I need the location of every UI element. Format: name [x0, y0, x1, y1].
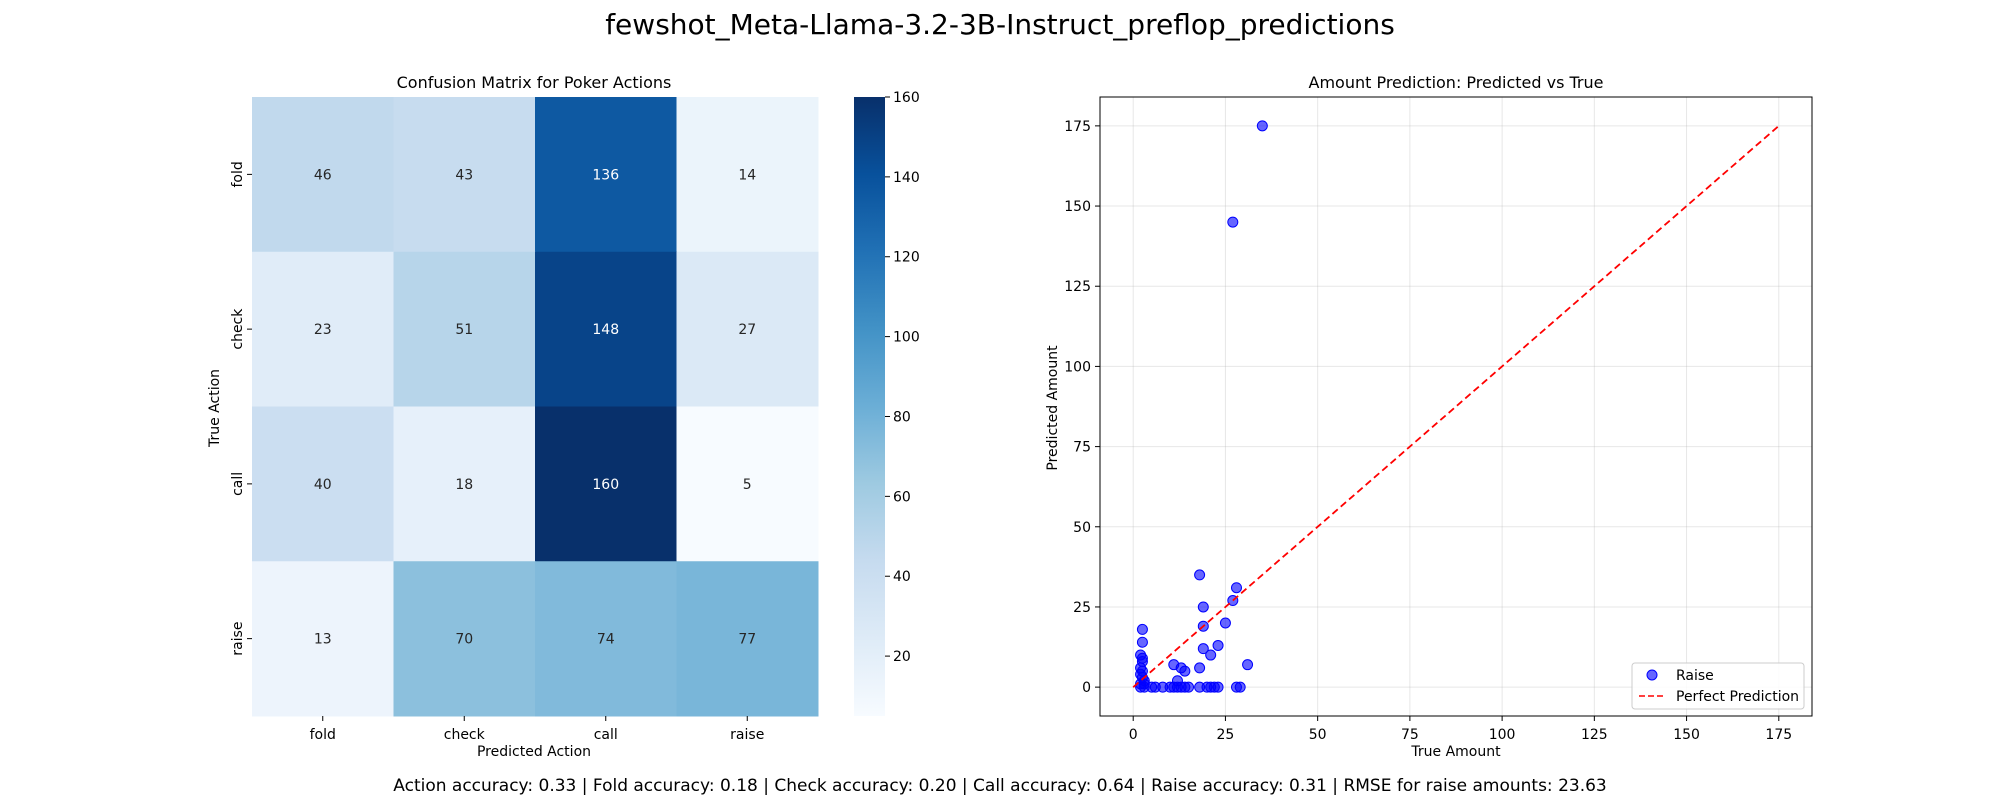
legend-raise-marker [1646, 669, 1658, 681]
scatter-point [1136, 623, 1148, 635]
scatter-point [1234, 681, 1246, 693]
heatmap-cell-value: 13 [314, 632, 332, 648]
heatmap-cell [535, 251, 677, 407]
legend-raise-label: Raise [1676, 668, 1714, 684]
heatmap-cell [676, 406, 819, 562]
scatter-ytick-label: 175 [1064, 119, 1091, 135]
heatmap-cell [676, 561, 819, 717]
scatter-legend: Raise Perfect Prediction [1631, 662, 1805, 710]
legend-perfect-label: Perfect Prediction [1676, 689, 1799, 705]
heatmap-cell-value: 43 [455, 167, 473, 183]
heatmap-cell [393, 97, 536, 253]
scatter-xtick-label: 150 [1673, 727, 1700, 743]
heatmap-cell [535, 406, 677, 562]
heatmap-cell-value: 23 [314, 322, 332, 338]
scatter-point [1230, 582, 1242, 594]
scatter-xtick-label: 125 [1581, 727, 1608, 743]
scatter-ytick-label: 0 [1082, 680, 1091, 696]
scatter-ytick-label: 125 [1064, 279, 1091, 295]
scatter-plot-frame [1099, 96, 1813, 717]
scatter-point [1136, 636, 1148, 648]
heatmap-xtick-label: fold [310, 727, 336, 743]
colorbar-tick-label: 100 [893, 330, 920, 346]
heatmap-cell [393, 561, 536, 717]
heatmap-cell [393, 406, 536, 562]
amount-scatter-chart: Amount Prediction: Predicted vs True 0 25… [1045, 73, 1813, 760]
heatmap-title: Confusion Matrix for Poker Actions [397, 73, 672, 92]
heatmap-ytick-label: check [230, 308, 246, 350]
heatmap-xtick-label: check [444, 727, 486, 743]
figure-title: fewshot_Meta-Llama-3.2-3B-Instruct_prefl… [605, 8, 1395, 41]
heatmap-cell-value: 27 [738, 322, 756, 338]
colorbar [854, 97, 885, 716]
heatmap-ytick-label: raise [230, 622, 246, 656]
scatter-xtick-label: 100 [1489, 727, 1516, 743]
scatter-point [1212, 681, 1224, 693]
scatter-point [1205, 649, 1217, 661]
heatmap-cell-value: 136 [592, 167, 619, 183]
colorbar-tick-label: 20 [893, 649, 911, 665]
figure-footer: Action accuracy: 0.33 | Fold accuracy: 0… [393, 776, 1607, 796]
heatmap-cell [252, 97, 394, 253]
colorbar-tick-label: 60 [893, 489, 911, 505]
heatmap-ylabel: True Action [207, 369, 223, 448]
heatmap-cell-value: 148 [592, 322, 619, 338]
scatter-xtick-label: 0 [1129, 727, 1138, 743]
heatmap-cell-value: 70 [455, 632, 473, 648]
scatter-point [1194, 662, 1206, 674]
scatter-ylabel: Predicted Amount [1045, 345, 1061, 471]
scatter-xlabel: True Amount [1410, 744, 1501, 760]
heatmap-cell-value: 51 [455, 322, 473, 338]
heatmap-cell [393, 251, 536, 407]
scatter-xtick-label: 175 [1765, 727, 1792, 743]
confusion-matrix-chart: Confusion Matrix for Poker Actions 46 43 1… [207, 73, 920, 760]
colorbar-tick-label: 120 [893, 250, 920, 266]
scatter-ytick-label: 50 [1073, 520, 1091, 536]
scatter-xtick-label: 50 [1309, 727, 1327, 743]
colorbar-tick-label: 140 [893, 170, 920, 186]
legend-box [1631, 662, 1805, 710]
heatmap-cell [676, 97, 819, 253]
heatmap-cell [252, 561, 394, 717]
scatter-point [1219, 617, 1231, 629]
heatmap-cell-value: 18 [455, 477, 473, 493]
heatmap-ytick-label: fold [230, 161, 246, 187]
heatmap-xlabel: Predicted Action [477, 744, 591, 760]
heatmap-cell-value: 5 [743, 477, 752, 493]
scatter-ytick-label: 150 [1064, 199, 1091, 215]
heatmap-cell-value: 40 [314, 477, 332, 493]
colorbar-tick-label: 40 [893, 569, 911, 585]
heatmap-ytick-label: call [230, 472, 246, 496]
colorbar-tick-label: 160 [893, 90, 920, 106]
scatter-ytick-label: 100 [1064, 359, 1091, 375]
heatmap-cell-value: 74 [597, 632, 615, 648]
scatter-point [1194, 569, 1206, 581]
scatter-point [1197, 643, 1209, 655]
scatter-point [1242, 659, 1254, 671]
heatmap-cell-value: 46 [314, 167, 332, 183]
scatter-point [1256, 120, 1268, 132]
scatter-ytick-label: 75 [1073, 440, 1091, 456]
scatter-point [1197, 601, 1209, 613]
scatter-xtick-label: 25 [1217, 727, 1235, 743]
colorbar-tick-label: 80 [893, 409, 911, 425]
heatmap-xtick-label: raise [730, 727, 764, 743]
scatter-point [1179, 665, 1191, 677]
heatmap-cell [676, 251, 819, 407]
scatter-point [1212, 639, 1224, 651]
scatter-point [1183, 681, 1195, 693]
heatmap-cell-value: 77 [738, 632, 756, 648]
heatmap-cell [535, 97, 677, 253]
scatter-point [1227, 216, 1239, 228]
heatmap-cell [535, 561, 677, 717]
scatter-xtick-label: 75 [1401, 727, 1419, 743]
scatter-title: Amount Prediction: Predicted vs True [1309, 73, 1604, 92]
scatter-ytick-label: 25 [1073, 600, 1091, 616]
heatmap-cell-value: 14 [738, 167, 756, 183]
heatmap-cell [252, 251, 394, 407]
heatmap-cell-value: 160 [592, 477, 619, 493]
heatmap-cell [252, 406, 394, 562]
heatmap-xtick-label: call [594, 727, 618, 743]
